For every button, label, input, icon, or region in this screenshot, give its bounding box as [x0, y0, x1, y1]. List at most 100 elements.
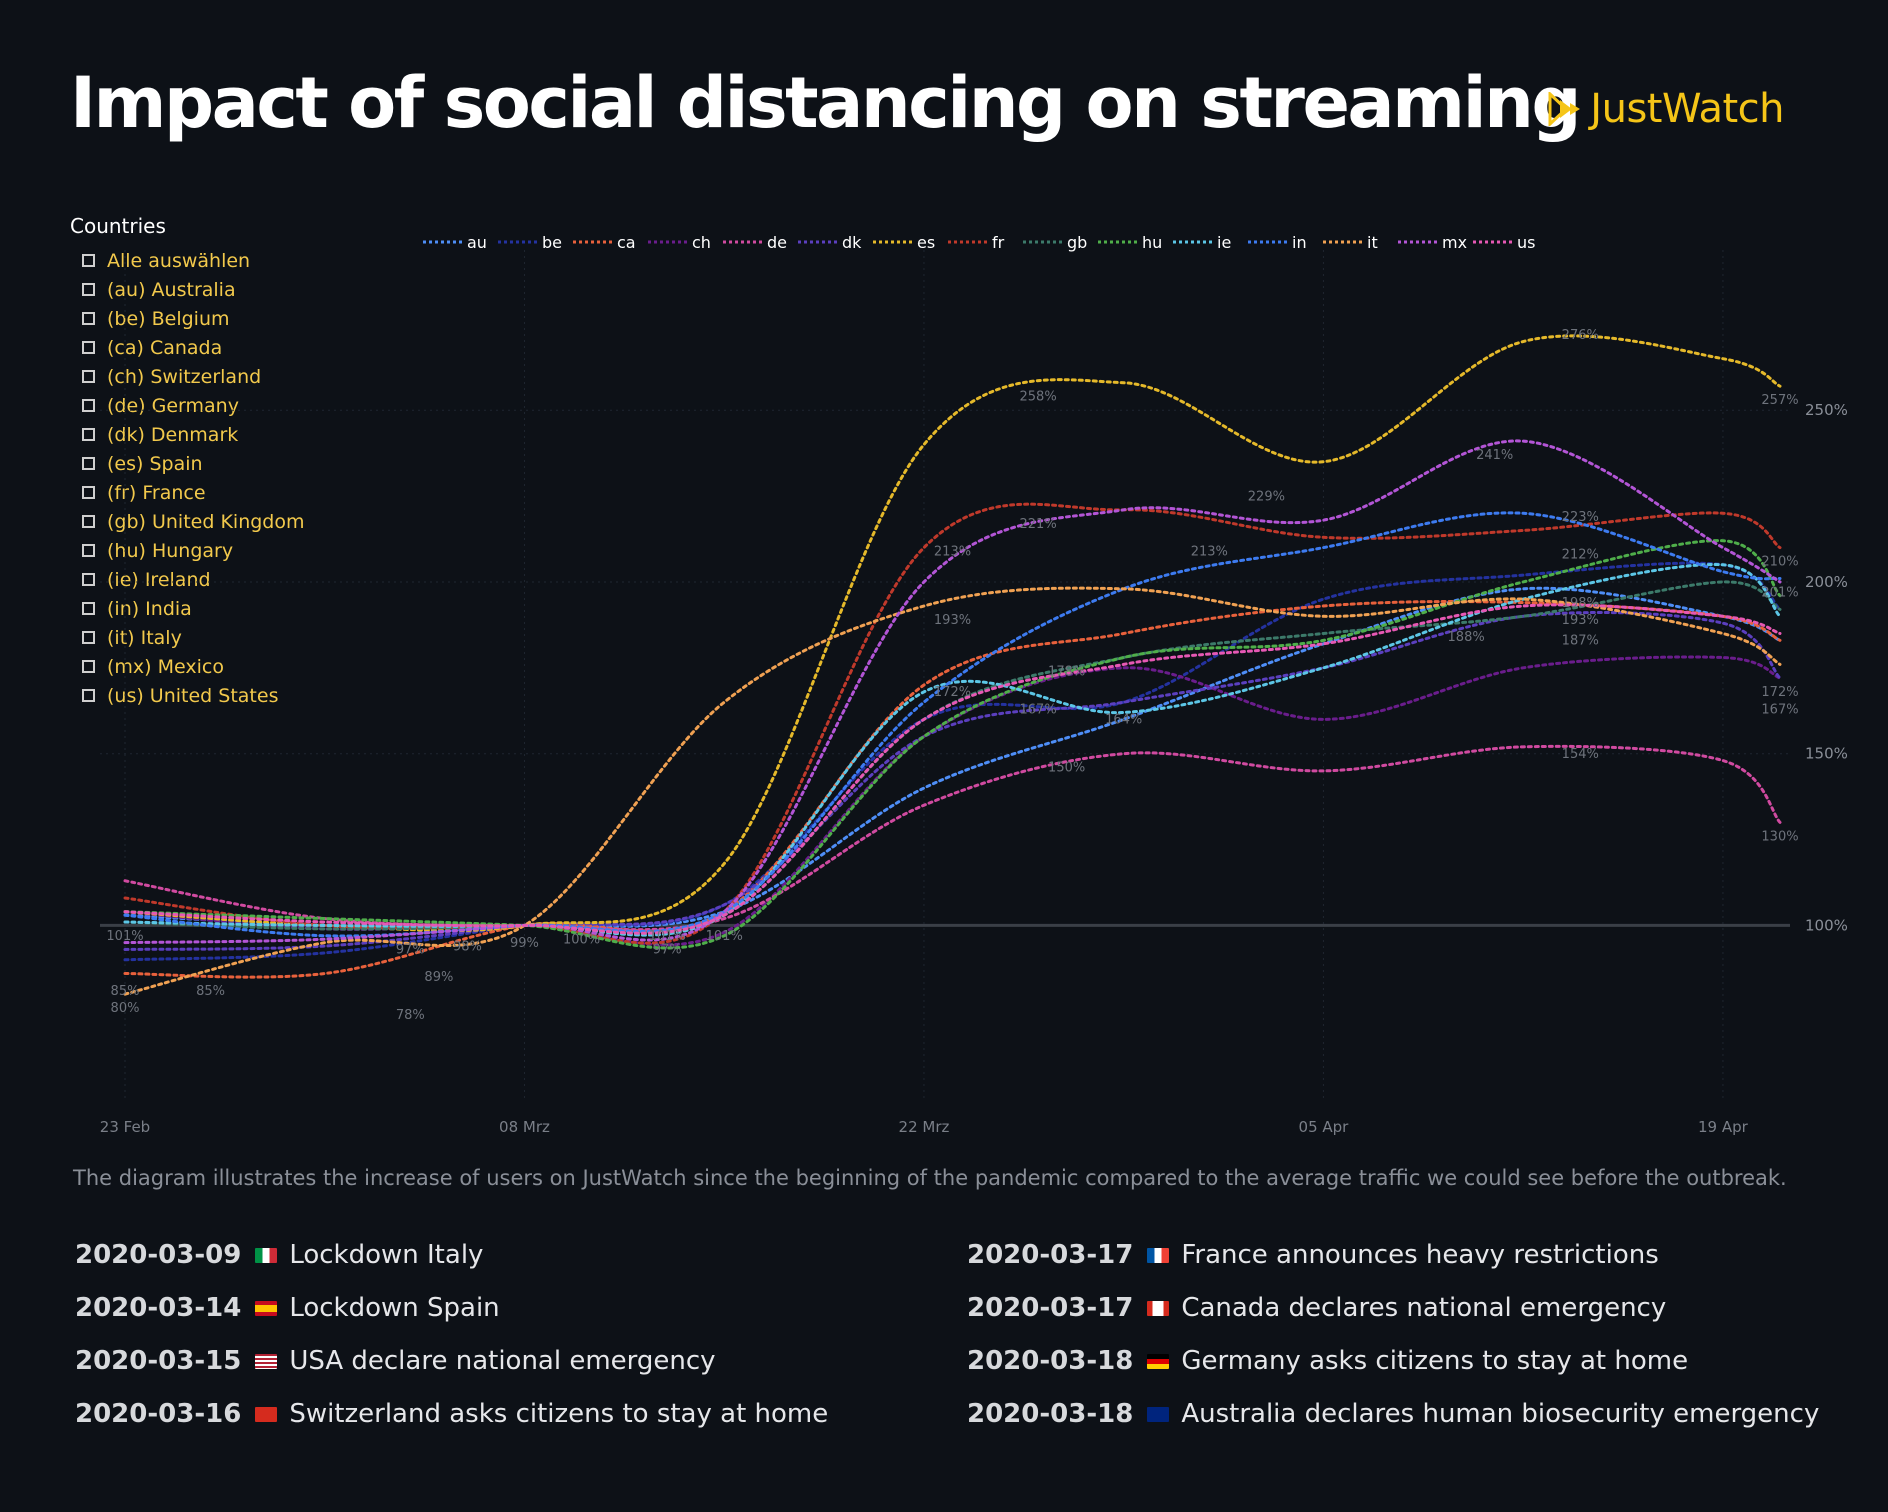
y-tick-label: 200%: [1805, 573, 1848, 591]
checkbox[interactable]: [82, 399, 95, 412]
event-item: 2020-03-17 France announces heavy restric…: [967, 1240, 1659, 1270]
country-filter-label: (dk) Denmark: [107, 423, 239, 446]
country-filter-item[interactable]: (in) India: [70, 594, 370, 623]
checkbox[interactable]: [82, 573, 95, 586]
series-line-ie: [123, 563, 1782, 937]
flag-it-icon: [255, 1247, 278, 1263]
country-filter-item[interactable]: (ch) Switzerland: [70, 362, 370, 391]
checkbox[interactable]: [82, 544, 95, 557]
checkbox[interactable]: [82, 486, 95, 499]
country-filter-label: (mx) Mexico: [107, 655, 224, 678]
data-label: 193%: [1562, 613, 1599, 628]
country-filter-label: (in) India: [107, 597, 192, 620]
data-label: 172%: [1761, 685, 1798, 700]
event-text: Canada declares national emergency: [1181, 1293, 1667, 1323]
event-text: Germany asks citizens to stay at home: [1181, 1346, 1689, 1376]
event-text: Switzerland asks citizens to stay at hom…: [289, 1399, 829, 1429]
event-item: 2020-03-14 Lockdown Spain: [75, 1293, 500, 1323]
data-label: 221%: [1020, 517, 1057, 532]
checkbox[interactable]: [82, 515, 95, 528]
country-filter-label: (be) Belgium: [107, 307, 230, 330]
legend-label: ch: [692, 233, 711, 252]
event-date: 2020-03-17: [967, 1293, 1134, 1323]
country-filter-item[interactable]: (hu) Hungary: [70, 536, 370, 565]
flag-fr-icon: [1147, 1247, 1170, 1263]
series-line-it: [123, 586, 1782, 996]
checkbox[interactable]: [82, 689, 95, 702]
play-triangles-icon: [1548, 92, 1581, 126]
data-label: 80%: [111, 1001, 140, 1016]
series-line-ca: [123, 600, 1782, 979]
checkbox[interactable]: [82, 370, 95, 383]
country-filter-item[interactable]: (ie) Ireland: [70, 565, 370, 594]
country-filter-item[interactable]: (fr) France: [70, 478, 370, 507]
checkbox[interactable]: [82, 254, 95, 267]
checkbox[interactable]: [82, 312, 95, 325]
data-label: 241%: [1476, 448, 1513, 463]
data-label: 172%: [934, 685, 971, 700]
data-label: 167%: [1020, 702, 1057, 717]
data-label: 187%: [1562, 634, 1599, 649]
checkbox[interactable]: [82, 660, 95, 673]
data-label: 100%: [563, 932, 600, 947]
event-item: 2020-03-15 USA declare national emergency: [75, 1346, 716, 1376]
checkbox[interactable]: [82, 428, 95, 441]
flag-ca-icon: [1147, 1300, 1170, 1316]
x-tick-label: 23 Feb: [100, 1118, 150, 1136]
checkbox[interactable]: [82, 283, 95, 296]
data-label: 85%: [196, 984, 225, 999]
checkbox[interactable]: [82, 457, 95, 470]
country-filter-item[interactable]: (us) United States: [70, 681, 370, 710]
data-label: 85%: [111, 984, 140, 999]
y-tick-label: 100%: [1805, 916, 1848, 934]
legend-label: in: [1292, 233, 1307, 252]
country-filter-item[interactable]: (be) Belgium: [70, 304, 370, 333]
data-label: 212%: [1562, 548, 1599, 563]
legend-label: fr: [992, 233, 1005, 252]
legend-label: mx: [1442, 233, 1467, 252]
country-filter-label: (es) Spain: [107, 452, 203, 475]
event-text: France announces heavy restrictions: [1181, 1240, 1659, 1270]
country-filter-item[interactable]: (it) Italy: [70, 623, 370, 652]
series-line-us: [123, 603, 1782, 935]
event-date: 2020-03-15: [75, 1346, 242, 1376]
data-label: 101%: [706, 929, 743, 944]
series-line-dk: [123, 610, 1782, 951]
legend-label: es: [917, 233, 935, 252]
event-text: Lockdown Spain: [289, 1293, 500, 1323]
data-label: 98%: [453, 939, 482, 954]
country-filter-item[interactable]: Alle auswählen: [70, 246, 370, 275]
event-text: Australia declares human biosecurity eme…: [1181, 1399, 1820, 1429]
data-label: 229%: [1248, 489, 1285, 504]
country-filter-item[interactable]: (de) Germany: [70, 391, 370, 420]
data-label: 193%: [934, 613, 971, 628]
x-tick-label: 05 Apr: [1299, 1118, 1350, 1136]
countries-filter: Countries Alle auswählen (au) Australia (b…: [70, 214, 370, 710]
legend-label: it: [1367, 233, 1378, 252]
series-line-au: [123, 586, 1782, 929]
country-filter-item[interactable]: (es) Spain: [70, 449, 370, 478]
data-label: 78%: [396, 1008, 425, 1023]
country-filter-item[interactable]: (dk) Denmark: [70, 420, 370, 449]
event-date: 2020-03-17: [967, 1240, 1134, 1270]
country-filter-label: (ie) Ireland: [107, 568, 211, 591]
checkbox[interactable]: [82, 341, 95, 354]
country-filter-label: Alle auswählen: [107, 249, 251, 272]
logo-text: JustWatch: [1590, 86, 1784, 132]
country-filter-item[interactable]: (gb) United Kingdom: [70, 507, 370, 536]
country-filter-item[interactable]: (au) Australia: [70, 275, 370, 304]
event-item: 2020-03-17 Canada declares national emerg…: [967, 1293, 1666, 1323]
checkbox[interactable]: [82, 602, 95, 615]
event-item: 2020-03-16 Switzerland asks citizens to s…: [75, 1399, 828, 1429]
country-filter-label: (fr) France: [107, 481, 206, 504]
event-date: 2020-03-09: [75, 1240, 242, 1270]
countries-heading: Countries: [70, 214, 166, 238]
checkbox[interactable]: [82, 631, 95, 644]
data-label: 276%: [1562, 328, 1599, 343]
event-text: USA declare national emergency: [289, 1346, 716, 1376]
country-filter-label: (ca) Canada: [107, 336, 223, 359]
country-filter-item[interactable]: (ca) Canada: [70, 333, 370, 362]
data-label: 198%: [1562, 596, 1599, 611]
legend-label: ca: [617, 233, 636, 252]
country-filter-item[interactable]: (mx) Mexico: [70, 652, 370, 681]
